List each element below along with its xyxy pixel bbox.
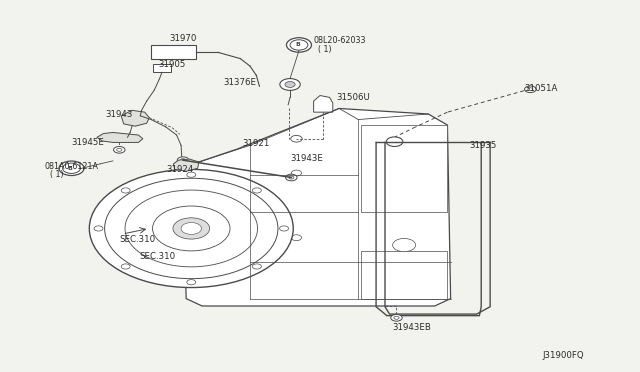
Circle shape	[152, 206, 230, 251]
Circle shape	[387, 137, 403, 147]
Polygon shape	[97, 132, 143, 142]
Circle shape	[394, 316, 399, 319]
Text: 31945E: 31945E	[71, 138, 104, 147]
Text: 31051A: 31051A	[524, 84, 557, 93]
Text: B: B	[295, 42, 300, 48]
Text: ( 1): ( 1)	[318, 45, 332, 54]
Circle shape	[59, 161, 84, 176]
Circle shape	[285, 174, 297, 181]
Text: 31506U: 31506U	[336, 93, 370, 102]
Circle shape	[285, 81, 295, 87]
Text: 31921: 31921	[243, 139, 269, 148]
Text: J31900FQ: J31900FQ	[543, 350, 584, 360]
Circle shape	[121, 264, 130, 269]
Circle shape	[290, 40, 308, 50]
Circle shape	[181, 222, 202, 234]
Circle shape	[187, 172, 196, 177]
Text: 31935: 31935	[470, 141, 497, 150]
Circle shape	[252, 264, 261, 269]
Text: 31943E: 31943E	[290, 154, 323, 163]
Circle shape	[287, 38, 312, 52]
Polygon shape	[183, 109, 451, 306]
Circle shape	[289, 176, 294, 179]
Circle shape	[252, 188, 261, 193]
Circle shape	[393, 238, 415, 252]
Text: 31376E: 31376E	[223, 78, 256, 87]
Bar	[151, 45, 196, 60]
Polygon shape	[173, 159, 199, 171]
Circle shape	[280, 78, 300, 90]
Bar	[362, 125, 447, 212]
Circle shape	[90, 169, 293, 288]
Text: SEC.310: SEC.310	[119, 235, 156, 244]
Circle shape	[63, 163, 81, 173]
Circle shape	[116, 148, 122, 151]
Polygon shape	[121, 110, 149, 126]
Circle shape	[391, 314, 402, 321]
Text: ( 1): ( 1)	[51, 170, 64, 179]
Circle shape	[177, 157, 189, 163]
Circle shape	[180, 159, 186, 162]
Bar	[153, 64, 171, 72]
Circle shape	[125, 190, 257, 267]
Text: 08L20-62033: 08L20-62033	[314, 36, 366, 45]
Text: 31943EB: 31943EB	[392, 323, 431, 331]
Text: 31970: 31970	[170, 34, 196, 43]
Circle shape	[187, 280, 196, 285]
Circle shape	[104, 178, 278, 279]
Circle shape	[173, 218, 210, 239]
Text: B: B	[68, 166, 72, 171]
Text: 31943: 31943	[106, 109, 133, 119]
Circle shape	[525, 86, 536, 93]
Circle shape	[528, 88, 533, 91]
Circle shape	[291, 235, 301, 241]
Circle shape	[291, 135, 302, 142]
Polygon shape	[314, 96, 333, 112]
Text: 31924: 31924	[166, 165, 193, 174]
Text: 081A0-6121A: 081A0-6121A	[45, 162, 99, 171]
Bar	[362, 251, 447, 299]
Circle shape	[291, 170, 301, 176]
Circle shape	[121, 188, 130, 193]
Circle shape	[94, 226, 103, 231]
Text: SEC.310: SEC.310	[140, 251, 175, 261]
Circle shape	[280, 226, 289, 231]
Circle shape	[113, 147, 125, 153]
Text: 31905: 31905	[159, 60, 186, 69]
